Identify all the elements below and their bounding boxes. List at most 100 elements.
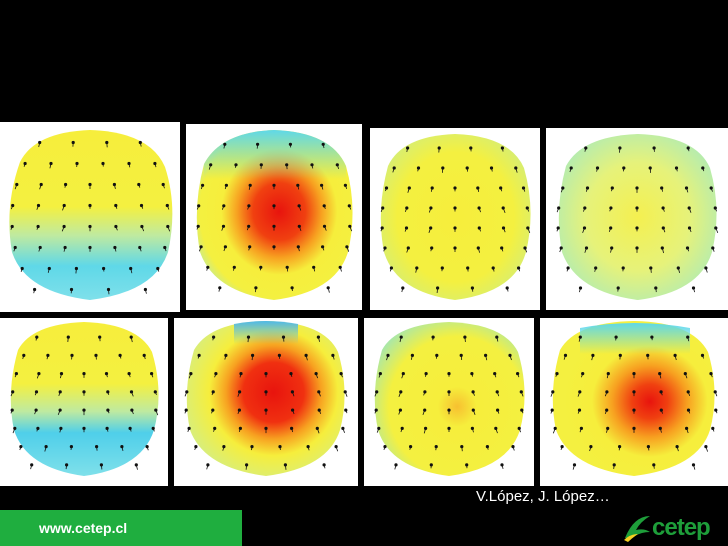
electrode-tick xyxy=(321,185,324,190)
electrode-marker xyxy=(377,426,381,430)
electrode-tick xyxy=(677,267,680,274)
electrode-marker xyxy=(618,353,622,357)
electrode-marker xyxy=(331,353,335,357)
electrode-tick xyxy=(585,187,588,192)
electrode-tick xyxy=(415,267,418,273)
website-url[interactable]: www.cetep.cl xyxy=(39,520,128,536)
electrode-tick xyxy=(684,373,688,379)
electrode-marker xyxy=(138,245,142,250)
electrode-tick xyxy=(518,428,521,433)
electrode-tick xyxy=(556,207,560,213)
electrode-tick xyxy=(485,355,488,361)
electrode-tick xyxy=(596,167,598,172)
electrode-tick xyxy=(114,184,116,189)
electrode-tick xyxy=(662,207,665,212)
electrode-tick xyxy=(327,287,330,293)
electrode-marker xyxy=(399,390,403,394)
electrode-tick xyxy=(401,287,404,293)
electrode-marker xyxy=(234,163,238,167)
electrode-marker xyxy=(197,353,201,357)
electrode-tick xyxy=(106,373,108,378)
electrode-tick xyxy=(14,184,18,190)
electrode-marker xyxy=(434,445,438,449)
electrode-tick xyxy=(221,226,224,231)
electrode-tick xyxy=(687,247,690,252)
electrode-marker xyxy=(238,426,242,430)
electrode-tick xyxy=(345,185,348,190)
electrode-marker xyxy=(248,245,252,249)
electrode-marker xyxy=(551,390,555,394)
electrode-tick xyxy=(146,446,149,451)
electrode-tick xyxy=(495,428,498,434)
electrode-tick xyxy=(323,464,326,469)
electrode-tick xyxy=(478,227,481,232)
electrode-tick xyxy=(307,446,310,451)
electrode-tick xyxy=(47,268,50,273)
electrode-marker xyxy=(477,226,481,230)
electrode-marker xyxy=(440,266,444,270)
electrode-tick xyxy=(141,205,144,209)
electrode-marker xyxy=(711,426,715,430)
electrode-marker xyxy=(499,186,503,190)
electrode-marker xyxy=(606,372,610,376)
electrode-tick xyxy=(59,428,62,433)
electrode-tick xyxy=(30,464,33,470)
electrode-tick xyxy=(394,464,397,470)
electrode-tick xyxy=(10,205,14,210)
electrode-marker xyxy=(285,265,289,269)
electrode-marker xyxy=(238,390,242,394)
electrode-marker xyxy=(508,353,512,357)
electrode-tick xyxy=(313,267,316,272)
electrode-marker xyxy=(30,463,34,467)
electrode-marker xyxy=(165,203,169,208)
electrode-tick xyxy=(19,446,22,451)
electrode-marker xyxy=(648,166,652,170)
electrode-tick xyxy=(406,247,409,253)
electrode-tick xyxy=(556,227,559,232)
electrode-marker xyxy=(272,183,276,187)
electrode-tick xyxy=(223,246,226,252)
electrode-marker xyxy=(310,163,314,167)
electrode-marker xyxy=(658,426,662,430)
electrode-tick xyxy=(34,409,37,415)
electrode-marker xyxy=(491,266,495,270)
topographic-map-5 xyxy=(0,318,168,486)
electrode-tick xyxy=(36,205,39,210)
electrode-tick xyxy=(206,464,209,470)
electrode-marker xyxy=(277,353,281,357)
electrode-marker xyxy=(290,390,294,394)
electrode-marker xyxy=(151,426,155,430)
electrode-tick xyxy=(526,207,530,212)
electrode-tick xyxy=(107,391,110,396)
electrode-tick xyxy=(14,373,17,378)
electrode-tick xyxy=(478,207,481,213)
electrode-marker xyxy=(283,463,287,467)
electrode-tick xyxy=(577,391,581,397)
electrode-tick xyxy=(661,187,663,192)
electrode-marker xyxy=(389,266,393,270)
electrode-tick xyxy=(702,167,705,172)
electrode-marker xyxy=(143,287,147,292)
topographic-map-6-graphic xyxy=(184,321,348,476)
electrode-tick xyxy=(579,287,581,293)
electrode-marker xyxy=(500,246,504,250)
electrode-marker xyxy=(406,146,410,150)
electrode-marker xyxy=(185,390,189,394)
electrode-tick xyxy=(245,464,247,470)
electrode-marker xyxy=(594,266,598,270)
electrode-marker xyxy=(224,353,228,357)
electrode-tick xyxy=(315,373,318,379)
electrode-tick xyxy=(121,446,124,451)
electrode-marker xyxy=(470,426,474,430)
electrode-marker xyxy=(609,206,613,210)
electrode-marker xyxy=(375,390,379,394)
electrode-tick xyxy=(67,337,69,342)
electrode-tick xyxy=(662,227,666,233)
electrode-tick xyxy=(425,373,427,377)
electrode-tick xyxy=(286,267,289,272)
electrode-tick xyxy=(702,355,704,359)
electrode-tick xyxy=(342,428,345,433)
electrode-tick xyxy=(659,428,662,433)
electrode-marker xyxy=(13,426,17,430)
electrode-marker xyxy=(347,204,351,208)
